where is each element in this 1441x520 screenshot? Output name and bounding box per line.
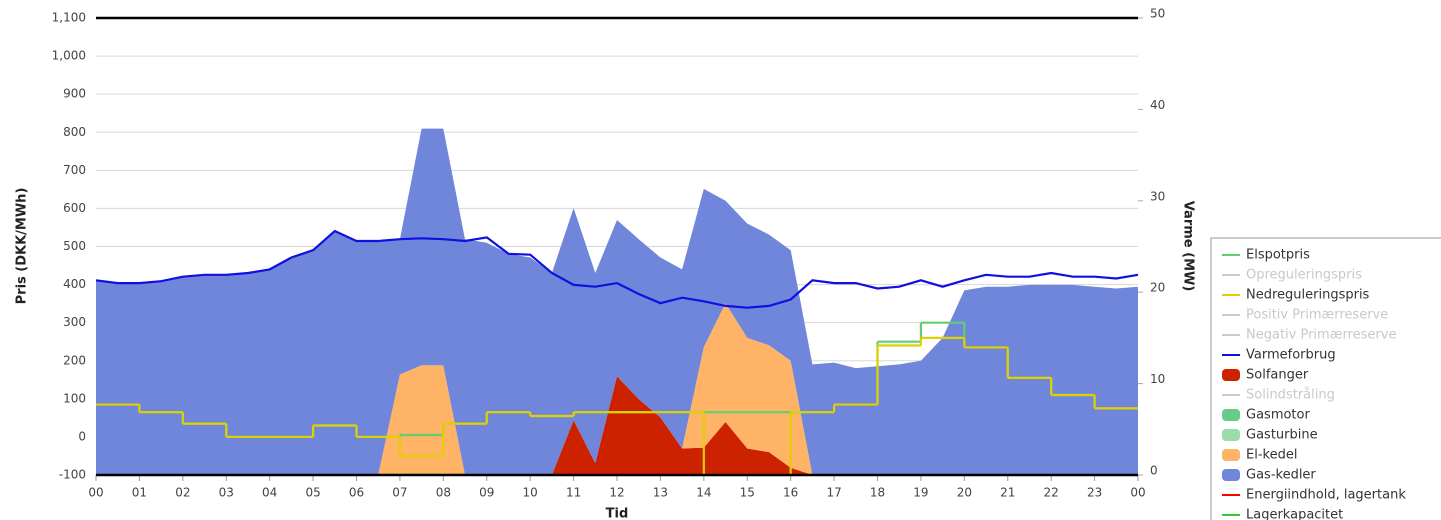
y2-tick-label: 20	[1150, 281, 1165, 295]
x-tick-label: 04	[262, 486, 277, 500]
x-tick-label: 20	[957, 486, 972, 500]
legend-label[interactable]: Positiv Primærreserve	[1246, 308, 1388, 323]
area	[96, 376, 1138, 475]
y-tick-label: 800	[63, 125, 86, 139]
x-tick-label: 18	[870, 486, 885, 500]
legend-label[interactable]: Gasmotor	[1246, 408, 1310, 423]
legend-label[interactable]: Gas-kedler	[1246, 468, 1316, 483]
y-tick-label: 400	[63, 277, 86, 291]
y-tick-label: 200	[63, 353, 86, 367]
legend: Elspotpris Opreguleringspris Nedregulering…	[1210, 237, 1441, 520]
y-tick-label: -100	[59, 468, 86, 482]
x-tick-label: 13	[653, 486, 668, 500]
y2-tick-label: 10	[1150, 372, 1165, 386]
legend-label[interactable]: Varmeforbrug	[1246, 348, 1336, 363]
legend-symbol	[1222, 369, 1240, 381]
legend-label[interactable]: Solindstråling	[1246, 388, 1335, 403]
x-tick-label: 14	[696, 486, 711, 500]
y-tick-label: 600	[63, 201, 86, 215]
legend-label[interactable]: Solfanger	[1246, 368, 1309, 383]
x-tick-label: 19	[913, 486, 928, 500]
x-tick-label: 21	[1000, 486, 1015, 500]
y2-tick-label: 50	[1150, 7, 1165, 21]
y-tick-label: 700	[63, 163, 86, 177]
legend-symbol	[1222, 409, 1240, 421]
x-tick-label: 17	[826, 486, 841, 500]
legend-symbol	[1222, 429, 1240, 441]
x-tick-label: 12	[609, 486, 624, 500]
y2-axis-title: Varme (MW)	[1181, 201, 1196, 292]
x-tick-label: 02	[175, 486, 190, 500]
x-tick-label: 23	[1087, 486, 1102, 500]
y-tick-label: 0	[78, 429, 86, 443]
x-tick-label: 09	[479, 486, 494, 500]
x-tick-label: 01	[132, 486, 147, 500]
legend-label[interactable]: Lagerkapacitet	[1246, 508, 1343, 520]
legend-label[interactable]: Gasturbine	[1246, 428, 1318, 443]
x-tick-label: 06	[349, 486, 364, 500]
y-tick-label: 300	[63, 315, 86, 329]
y-tick-label: 1,000	[52, 49, 86, 63]
x-tick-label: 07	[392, 486, 407, 500]
x-tick-label: 11	[566, 486, 581, 500]
x-tick-label: 22	[1044, 486, 1059, 500]
legend-label[interactable]: El-kedel	[1246, 448, 1297, 463]
legend-label[interactable]: Energiindhold, lagertank	[1246, 488, 1406, 503]
y-tick-label: 500	[63, 239, 86, 253]
x-tick-label: 05	[305, 486, 320, 500]
x-axis-title: Tid	[606, 507, 629, 520]
legend-label[interactable]: Opreguleringspris	[1246, 268, 1362, 283]
x-tick-label: 15	[740, 486, 755, 500]
x-tick-label: 16	[783, 486, 798, 500]
y-tick-label: 900	[63, 87, 86, 101]
line-layer	[95, 229, 1139, 477]
area-layer	[96, 128, 1138, 475]
x-tick-label: 10	[523, 486, 538, 500]
legend-label[interactable]: Elspotpris	[1246, 248, 1310, 263]
legend-box	[1210, 237, 1441, 520]
y2-tick-label: 30	[1150, 189, 1165, 203]
x-tick-label: 00	[88, 486, 103, 500]
legend-symbol	[1222, 449, 1240, 461]
x-tick-label: 00	[1130, 486, 1145, 500]
y-tick-label: 1,100	[52, 11, 86, 25]
y2-tick-label: 40	[1150, 98, 1165, 112]
y2-tick-label: 0	[1150, 464, 1158, 478]
legend-symbol	[1222, 469, 1240, 481]
y-tick-label: 100	[63, 391, 86, 405]
x-tick-label: 08	[436, 486, 451, 500]
legend-label[interactable]: Negativ Primærreserve	[1246, 328, 1396, 343]
line-series	[95, 229, 1139, 309]
axis-layer: Pris (DKK/MWh) Varme (MW) Tid -100010020…	[15, 7, 1196, 520]
y-axis-title: Pris (DKK/MWh)	[15, 188, 30, 305]
x-tick-label: 03	[219, 486, 234, 500]
legend-label[interactable]: Nedreguleringspris	[1246, 288, 1370, 303]
